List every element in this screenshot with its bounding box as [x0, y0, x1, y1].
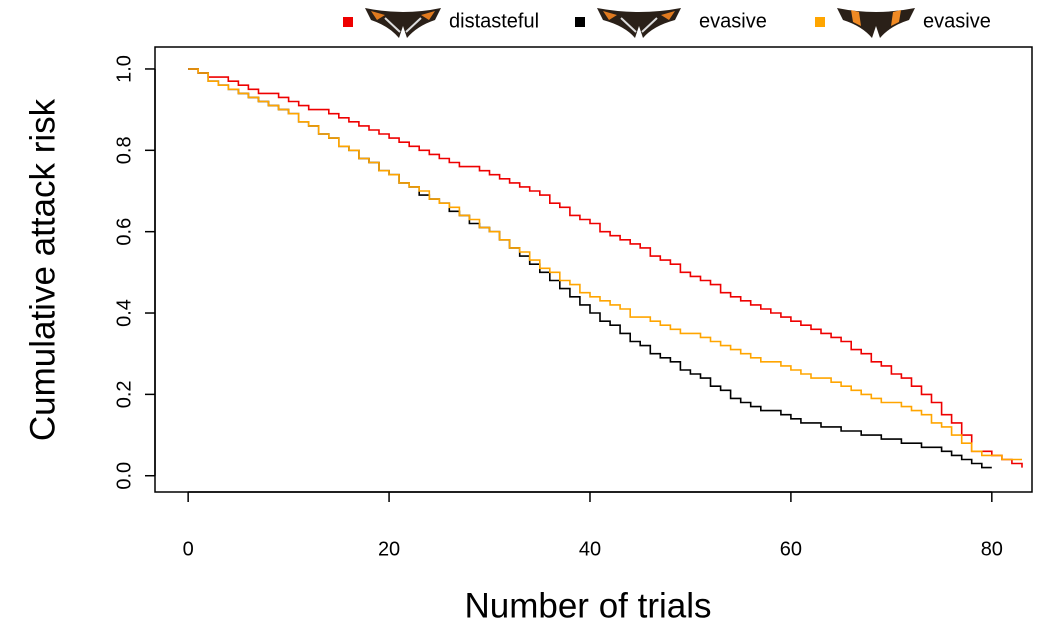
- y-axis-title: Cumulative attack risk: [23, 98, 62, 441]
- legend-swatch: [343, 17, 353, 27]
- legend-item: evasive: [815, 8, 991, 38]
- y-tick-label: 0.6: [113, 218, 135, 246]
- legend-label: evasive: [699, 10, 767, 32]
- wing-stripe: [620, 17, 658, 33]
- x-tick-label: 60: [780, 538, 802, 560]
- wing: [365, 8, 441, 38]
- x-tick-label: 80: [981, 538, 1003, 560]
- x-axis-title: Number of trials: [464, 586, 711, 625]
- wing: [597, 8, 681, 38]
- legend-label: evasive: [923, 10, 991, 32]
- series-line: [188, 68, 1023, 468]
- legend-swatch: [575, 17, 585, 27]
- butterfly-icon: [365, 8, 441, 38]
- x-tick-label: 40: [579, 538, 601, 560]
- wing-stripe: [384, 17, 422, 33]
- wing-band: [603, 11, 675, 20]
- wing-band: [371, 11, 435, 20]
- wing-band: [851, 10, 901, 26]
- y-tick-label: 0.4: [113, 299, 135, 327]
- y-tick-label: 1.0: [113, 55, 135, 83]
- plot-frame: [154, 46, 1033, 493]
- butterfly-icon: [597, 8, 681, 38]
- x-tick-label: 20: [378, 538, 400, 560]
- legend-label: distasteful: [449, 10, 539, 32]
- legend-swatch: [815, 17, 825, 27]
- y-tick-label: 0.2: [113, 380, 135, 408]
- series-line: [188, 68, 1022, 461]
- x-tick-label: 0: [183, 538, 194, 560]
- y-tick-label: 0.8: [113, 136, 135, 164]
- legend-item: distasteful: [343, 8, 539, 38]
- butterfly-icon: [837, 8, 915, 38]
- y-tick-label: 0.0: [113, 462, 135, 490]
- legend-item: evasive: [575, 8, 767, 38]
- series-line: [188, 68, 992, 469]
- wing: [837, 8, 915, 38]
